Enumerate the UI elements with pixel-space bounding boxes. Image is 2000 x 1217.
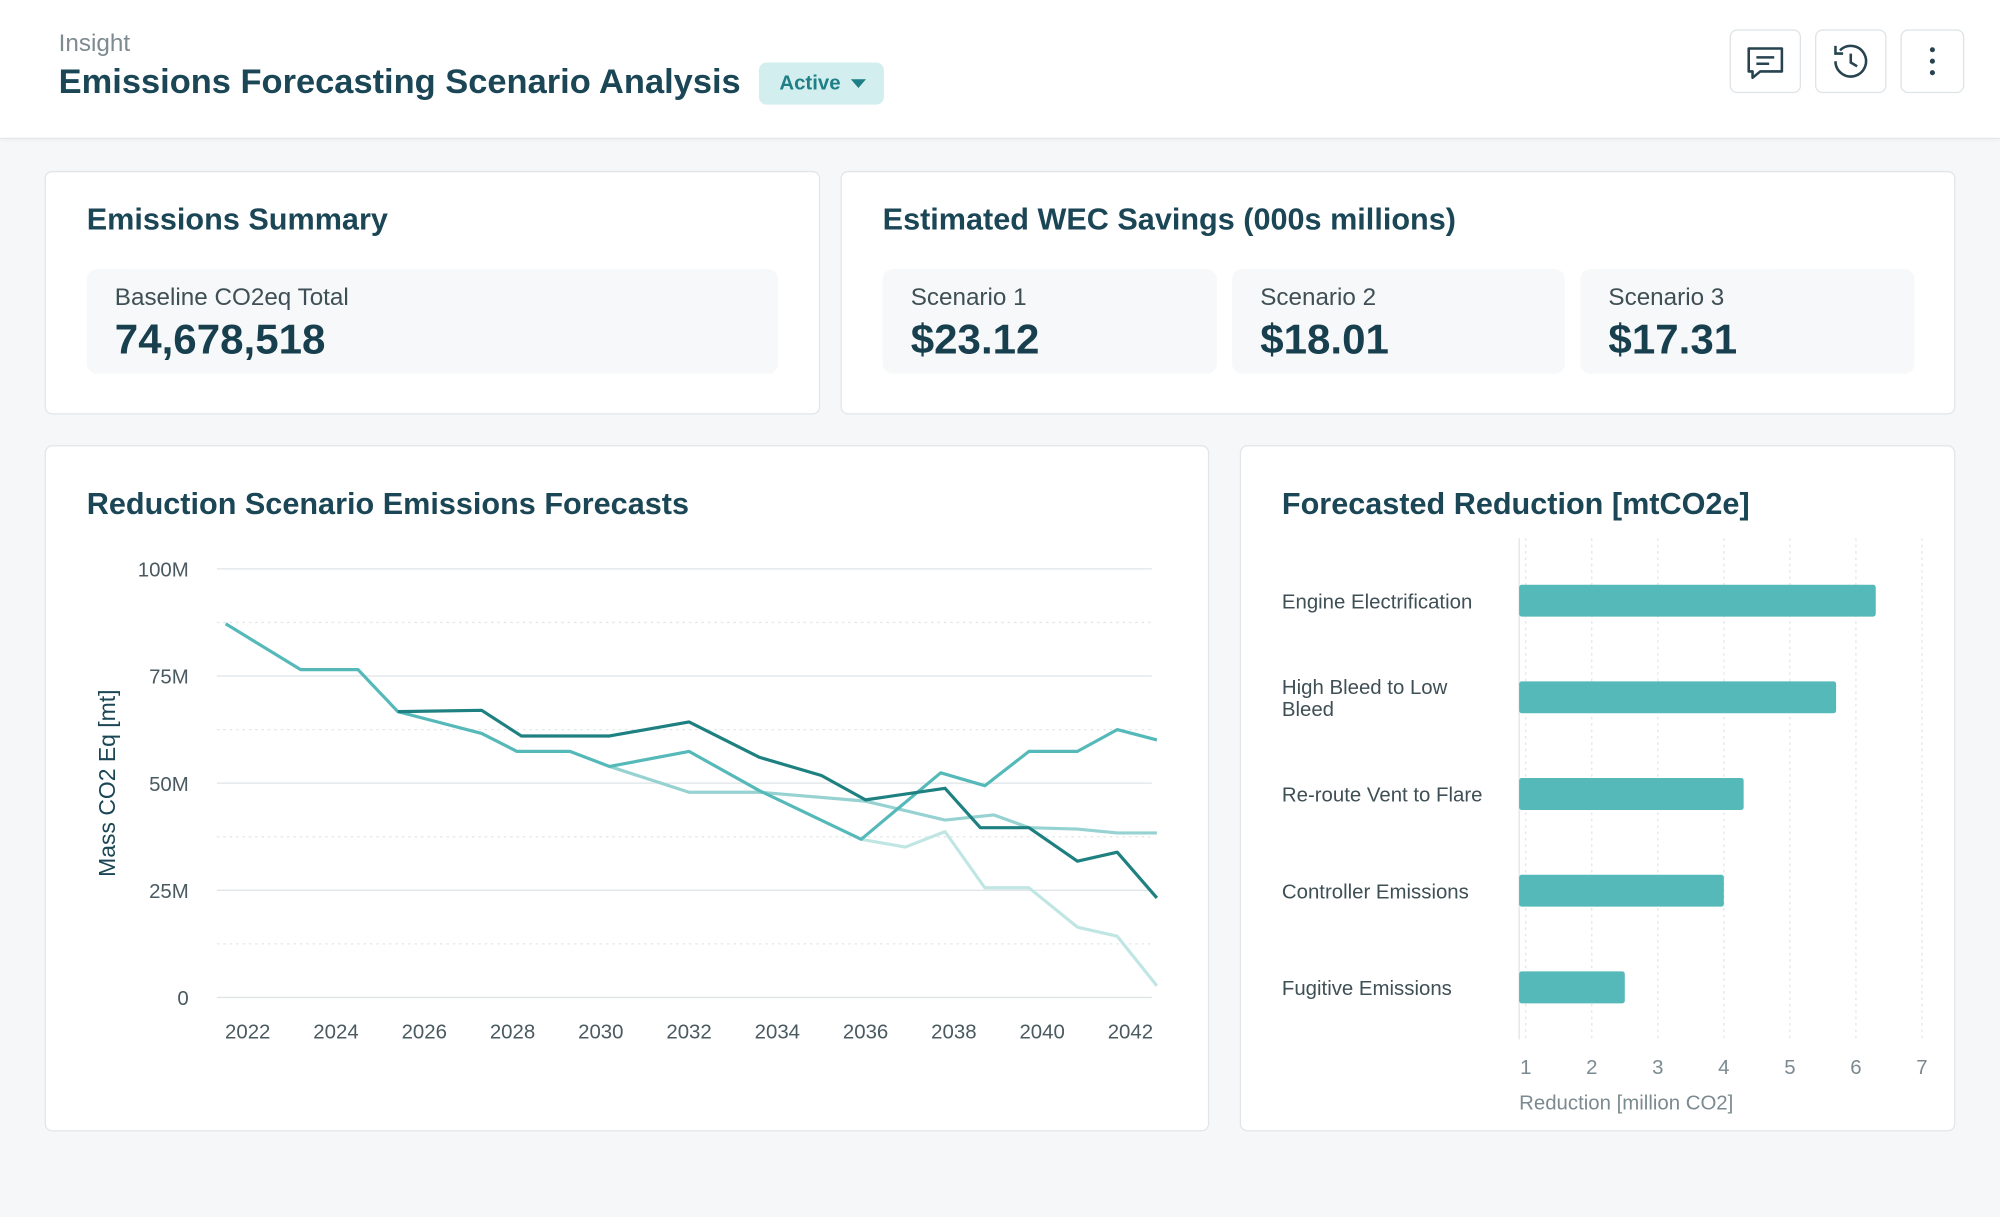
x-tick-label: 1	[1520, 1057, 1531, 1079]
savings-card: Estimated WEC Savings (000s millions) Sc…	[840, 170, 1956, 415]
metric-label: Baseline CO2eq Total	[114, 284, 349, 312]
x-tick-label: 2028	[490, 1021, 535, 1043]
bar	[1519, 681, 1837, 714]
x-tick-label: 4	[1718, 1057, 1729, 1079]
category-label: Engine Electrification	[1282, 591, 1472, 613]
breadcrumb[interactable]: Insight	[58, 30, 131, 58]
x-tick-label: 3	[1652, 1057, 1663, 1079]
caret	[850, 78, 867, 88]
metric-label: Scenario 2	[1260, 284, 1377, 312]
metric-tile: Scenario 1 $23.12	[882, 269, 1217, 374]
category-label: Fugitive Emissions	[1282, 978, 1452, 1000]
category-label: Re-route Vent to Flare	[1282, 785, 1483, 807]
y-tick-label: 100M	[138, 560, 189, 582]
comment-icon	[1747, 47, 1784, 80]
page-title: Emissions Forecasting Scenario Analysis	[58, 62, 741, 101]
history-icon	[1834, 44, 1868, 78]
x-tick-label: 2	[1586, 1057, 1597, 1079]
chart-title: Forecasted Reduction [mtCO2e]	[1281, 487, 1750, 522]
x-tick-label: 7	[1916, 1057, 1927, 1079]
x-tick-label: 2026	[402, 1021, 447, 1043]
label-line: Bleed	[1282, 699, 1334, 721]
bar	[1519, 584, 1876, 617]
bar	[1519, 778, 1744, 810]
category-label: High Bleed to Low Bleed	[1282, 677, 1448, 721]
series-line	[860, 830, 1159, 987]
metric-tile: Baseline CO2eq Total 74,678,518	[86, 269, 779, 374]
x-tick-label: 6	[1850, 1057, 1861, 1079]
metric-value: $18.01	[1260, 315, 1389, 363]
category-label: Controller Emissions	[1282, 881, 1469, 903]
card-title: Emissions Summary	[86, 202, 388, 238]
more-icon	[1929, 47, 1935, 76]
x-tick-label: 2040	[1019, 1021, 1064, 1043]
bar	[1519, 874, 1724, 907]
comment-button[interactable]	[1729, 29, 1802, 94]
history-button[interactable]	[1815, 29, 1887, 94]
line-chart-card: Reduction Scenario Emissions Forecasts	[44, 445, 1210, 1132]
label-line: Fugitive Emissions	[1282, 978, 1452, 1000]
label-line: Controller Emissions	[1282, 881, 1469, 903]
metric-tile: Scenario 2 $18.01	[1232, 269, 1566, 374]
summary-card: Emissions Summary Baseline CO2eq Total 7…	[44, 170, 821, 415]
x-tick-label: 2038	[931, 1021, 976, 1043]
x-tick-label: 2036	[843, 1021, 888, 1043]
y-axis-label: Mass CO2 Eq [mt]	[94, 689, 120, 876]
x-tick-label: 2032	[666, 1021, 711, 1043]
x-tick-label: 2030	[578, 1021, 623, 1043]
status-text: Active	[779, 72, 841, 94]
y-tick-label: 75M	[149, 667, 189, 689]
x-axis-label: Reduction [million CO2]	[1519, 1093, 1733, 1115]
y-tick-label: 50M	[149, 774, 189, 796]
metric-label: Scenario 1	[910, 284, 1027, 312]
metric-value: $17.31	[1608, 315, 1738, 363]
metric-value: 74,678,518	[114, 315, 326, 363]
series-line	[224, 622, 1158, 841]
metric-label: Scenario 3	[1608, 284, 1725, 312]
metric-value: $23.12	[910, 315, 1040, 363]
card-title: Estimated WEC Savings (000s millions)	[882, 202, 1456, 238]
label-line: High Bleed to Low	[1282, 677, 1448, 699]
x-tick-label: 2034	[755, 1021, 800, 1043]
label-line: Engine Electrification	[1282, 591, 1472, 613]
chart-title: Reduction Scenario Emissions Forecasts	[86, 487, 689, 522]
status-dropdown[interactable]: Active	[758, 62, 884, 105]
x-tick-label: 2042	[1108, 1021, 1153, 1043]
x-tick-label: 2024	[313, 1021, 358, 1043]
y-tick-label: 0	[177, 988, 188, 1010]
label-line: Re-route Vent to Flare	[1282, 785, 1483, 807]
x-tick-label: 2022	[225, 1021, 270, 1043]
bar	[1519, 971, 1625, 1004]
x-tick-label: 5	[1784, 1057, 1795, 1079]
series-line	[397, 708, 1159, 900]
header-bar: Insight Emissions Forecasting Scenario A…	[0, 0, 2000, 140]
y-tick-label: 25M	[149, 881, 189, 903]
metric-tile: Scenario 3 $17.31	[1580, 269, 1915, 374]
more-button[interactable]	[1900, 29, 1965, 94]
